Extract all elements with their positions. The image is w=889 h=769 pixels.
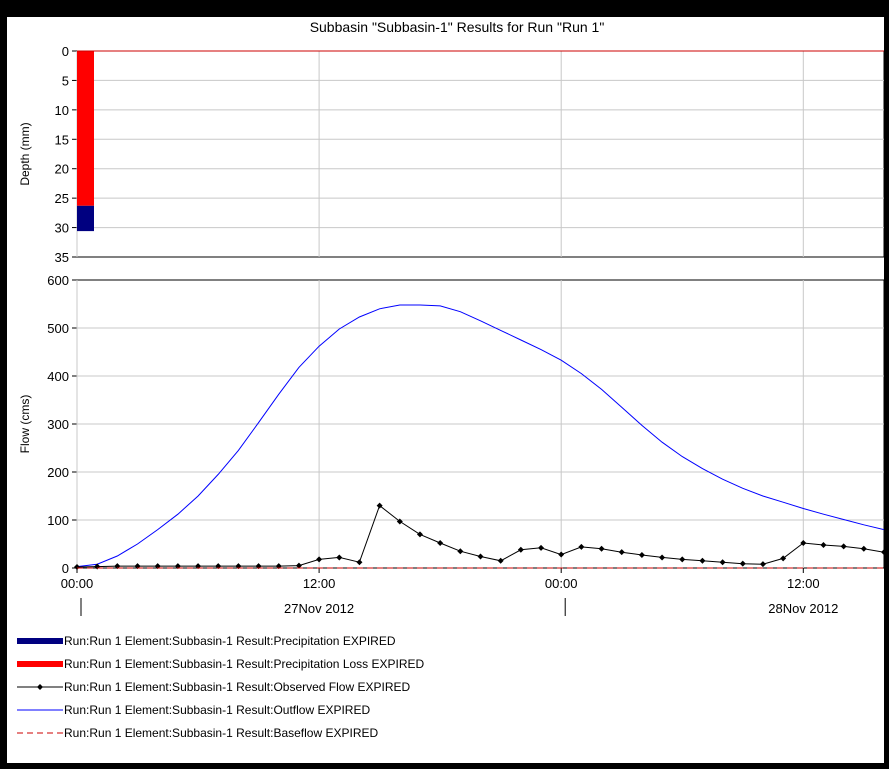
depth-tick-label: 5 — [62, 73, 69, 88]
flow-tick-label: 100 — [47, 513, 69, 528]
observed-point — [699, 557, 706, 564]
observed-point — [739, 560, 746, 567]
legend-label: Run:Run 1 Element:Subbasin-1 Result:Obse… — [64, 680, 410, 694]
observed-point — [497, 557, 504, 564]
flow-tick-label: 300 — [47, 417, 69, 432]
observed-point — [316, 556, 323, 563]
date-label: 28Nov 2012 — [768, 601, 838, 616]
observed-point — [618, 549, 625, 556]
depth-tick-label: 0 — [62, 44, 69, 59]
legend-label: Run:Run 1 Element:Subbasin-1 Result:Prec… — [64, 634, 396, 648]
x-tick-label: 00:00 — [61, 576, 94, 591]
observed-point — [800, 540, 807, 547]
observed-point — [396, 518, 403, 525]
flow-tick-label: 200 — [47, 465, 69, 480]
observed-point — [376, 502, 383, 509]
observed-point — [477, 553, 484, 560]
legend-label: Run:Run 1 Element:Subbasin-1 Result:Outf… — [64, 703, 370, 717]
depth-tick-label: 25 — [55, 191, 69, 206]
x-tick-label: 00:00 — [545, 576, 578, 591]
observed-point — [437, 540, 444, 547]
depth-bar — [77, 205, 94, 232]
x-tick-label: 12:00 — [303, 576, 336, 591]
observed-point — [881, 549, 884, 556]
flow-tick-label: 500 — [47, 321, 69, 336]
observed-point — [578, 543, 585, 550]
legend-label: Run:Run 1 Element:Subbasin-1 Result:Base… — [64, 726, 378, 740]
observed-point — [558, 551, 565, 558]
observed-point — [336, 554, 343, 561]
depth-bar — [77, 51, 94, 206]
observed-point — [659, 554, 666, 561]
depth-tick-label: 15 — [55, 132, 69, 147]
date-label: 27Nov 2012 — [284, 601, 354, 616]
observed-point — [416, 531, 423, 538]
depth-tick-label: 20 — [55, 162, 69, 177]
flow-tick-label: 400 — [47, 369, 69, 384]
depth-tick-label: 10 — [55, 103, 69, 118]
chart-title: Subbasin "Subbasin-1" Results for Run "R… — [310, 19, 605, 35]
observed-point — [356, 559, 363, 566]
observed-point — [74, 564, 80, 571]
observed-point — [780, 555, 787, 562]
observed-point — [538, 544, 545, 551]
observed-point — [840, 543, 847, 550]
chart-frame: Subbasin "Subbasin-1" Results for Run "R… — [7, 17, 884, 763]
observed-point — [820, 541, 827, 548]
observed-point — [295, 562, 302, 569]
x-tick-label: 12:00 — [787, 576, 820, 591]
observed-point — [638, 552, 645, 559]
legend-label: Run:Run 1 Element:Subbasin-1 Result:Prec… — [64, 657, 425, 671]
depth-tick-label: 35 — [55, 250, 69, 265]
flow-tick-label: 600 — [47, 273, 69, 288]
series-line — [76, 304, 884, 568]
flow-axis-label: Flow (cms) — [18, 395, 32, 454]
observed-point — [517, 546, 524, 553]
depth-axis-label: Depth (mm) — [18, 122, 32, 185]
observed-point — [860, 545, 867, 552]
depth-plot-area — [76, 50, 884, 258]
observed-point — [457, 548, 464, 555]
observed-point — [598, 545, 605, 552]
legend: Run:Run 1 Element:Subbasin-1 Result:Prec… — [17, 634, 425, 740]
flow-tick-label: 0 — [62, 561, 69, 576]
flow-panel: 0 100 200 300 400 500 600 00:00 12:00 00:00 12:00 2… — [18, 273, 884, 616]
observed-point — [679, 556, 686, 563]
depth-tick-label: 30 — [55, 221, 69, 236]
observed-point — [719, 559, 726, 566]
hydrograph-chart: Subbasin "Subbasin-1" Results for Run "R… — [17, 19, 884, 740]
observed-point — [759, 561, 766, 568]
legend-marker — [37, 684, 43, 690]
legend-swatch — [17, 638, 63, 644]
legend-swatch — [17, 661, 63, 667]
depth-panel: 0 5 10 15 20 25 30 35 Depth (mm) — [18, 44, 884, 265]
